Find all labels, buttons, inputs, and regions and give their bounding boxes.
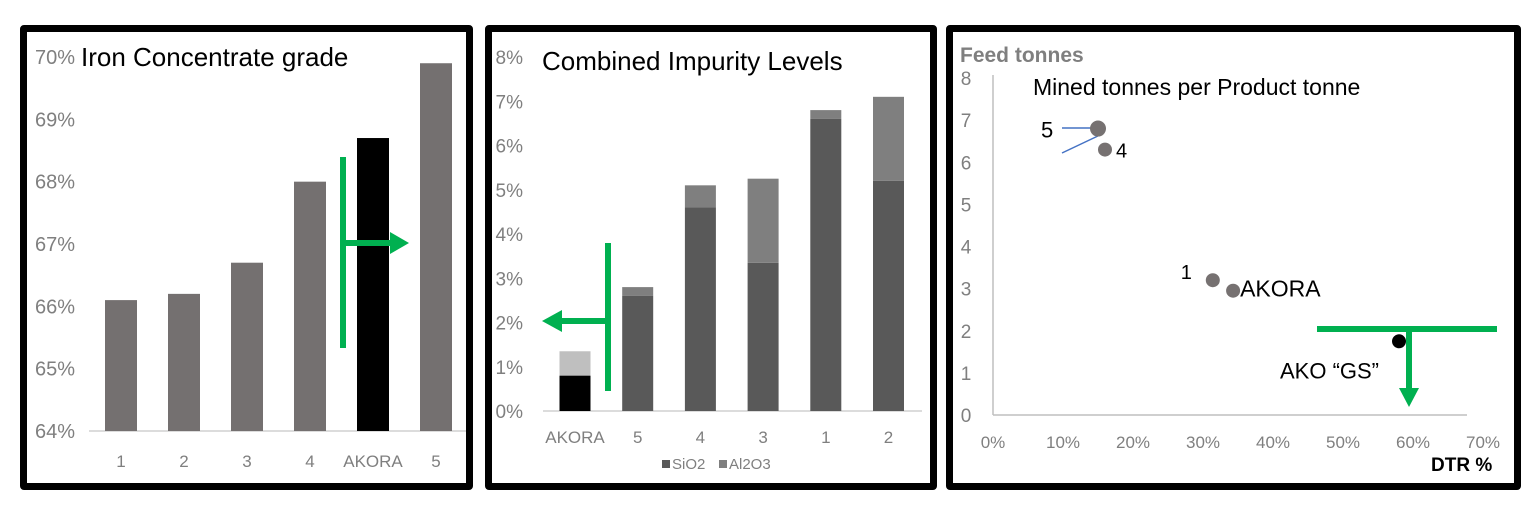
point-5	[1090, 120, 1106, 137]
point-ako-gs	[1392, 334, 1406, 349]
x-tick-label: 50%	[1326, 433, 1360, 452]
bar-4	[294, 181, 326, 431]
point-label: 4	[1116, 141, 1127, 163]
green-arrow-left-annotation	[542, 243, 611, 391]
point-1	[1205, 273, 1220, 288]
legend-swatch-al2o3	[719, 460, 727, 468]
y-tick-label: 2	[961, 322, 972, 343]
point-4	[1098, 142, 1112, 157]
chart-mined-tonnes-scatter: Feed tonnes 0 1 2 3 4 5 6 7 8 0% 10% 20% 30% 40% 50% 6…	[960, 44, 1500, 476]
bar-akora	[357, 138, 389, 432]
x-tick-label: 70%	[1466, 433, 1500, 452]
bar-al2o3-4	[684, 185, 716, 208]
bar-sio2-5	[622, 295, 654, 411]
green-arrow-right-annotation	[340, 157, 409, 348]
y-tick-label: 3%	[496, 269, 524, 290]
bar-sio2-2	[873, 180, 904, 411]
x-tick-label: 10%	[1046, 433, 1080, 452]
x-tick-label: 20%	[1116, 433, 1150, 452]
bar-sio2-3	[747, 262, 779, 411]
y-tick-label: 4%	[496, 225, 524, 246]
green-t-arrow-down-annotation	[1317, 326, 1497, 407]
legend-swatch-sio2	[662, 460, 670, 468]
x-tick-label: 4	[696, 428, 705, 447]
x-tick-label: 2	[884, 428, 893, 447]
x-tick-label: 3	[758, 428, 767, 447]
x-tick-label: 5	[431, 452, 440, 471]
y-tick-label: 5	[961, 195, 972, 216]
y-tick-label: 6%	[496, 137, 524, 158]
bar-al2o3-2	[873, 96, 904, 181]
y-tick-label: 68%	[35, 172, 75, 194]
bar-5	[420, 63, 452, 431]
y-tick-label: 1%	[496, 358, 524, 379]
bar-al2o3-5	[622, 287, 654, 296]
legend-label-sio2: SiO2	[672, 456, 705, 473]
chart-combined-impurity: 0% 1% 2% 3% 4% 5% 6% 7% 8% AKORA 5 4 3 1 2 Combined I…	[496, 46, 922, 473]
y-tick-label: 66%	[35, 296, 75, 318]
bar-2	[168, 293, 200, 431]
y-tick-label: 1	[961, 364, 972, 385]
x-tick-label: 30%	[1186, 433, 1220, 452]
y-axis-title: Feed tonnes	[960, 44, 1084, 67]
bar-1	[105, 300, 137, 431]
y-tick-label: 7	[961, 111, 972, 132]
legend-label-al2o3: Al2O3	[729, 456, 771, 473]
bar-sio2-4	[684, 207, 716, 411]
x-axis-title: DTR %	[1431, 455, 1492, 476]
point-label: AKO “GS”	[1280, 358, 1379, 383]
y-tick-label: 0%	[496, 402, 524, 423]
x-tick-label: 0%	[981, 433, 1006, 452]
y-tick-label: 5%	[496, 181, 524, 202]
point-label: AKORA	[1240, 276, 1321, 302]
point-label: 1	[1181, 262, 1192, 284]
bar-sio2-1	[810, 118, 842, 411]
point-label: 5	[1041, 118, 1053, 143]
y-tick-label: 67%	[35, 234, 75, 256]
bar-sio2-akora	[559, 375, 591, 411]
y-tick-label: 4	[961, 238, 972, 259]
x-tick-label: 1	[116, 452, 125, 471]
x-tick-label: 3	[242, 452, 251, 471]
y-tick-label: 2%	[496, 314, 524, 335]
bar-al2o3-1	[810, 110, 842, 119]
chart-title: Mined tonnes per Product tonne	[1033, 74, 1360, 100]
x-tick-label: 60%	[1396, 433, 1430, 452]
bar-3	[231, 262, 263, 431]
x-tick-label: AKORA	[343, 452, 403, 471]
chart-iron-concentrate-grade: 64% 65% 66% 67% 68% 69% 70% 1 2 3 4 AKORA 5 Iron Co…	[35, 42, 466, 471]
y-tick-label: 64%	[35, 421, 75, 443]
bar-al2o3-3	[747, 178, 779, 263]
y-tick-label: 69%	[35, 109, 75, 131]
x-tick-label: 5	[633, 428, 642, 447]
x-tick-label: AKORA	[545, 428, 605, 447]
x-tick-label: 1	[821, 428, 830, 447]
chart-title: Combined Impurity Levels	[542, 46, 843, 76]
y-tick-label: 70%	[35, 47, 75, 69]
y-tick-label: 8%	[496, 48, 524, 69]
leader-lines	[1061, 127, 1101, 154]
chart-title: Iron Concentrate grade	[81, 42, 348, 72]
legend: SiO2 Al2O3	[662, 456, 771, 473]
y-tick-label: 3	[961, 280, 972, 301]
y-tick-label: 0	[961, 406, 972, 427]
y-tick-label: 7%	[496, 92, 524, 113]
y-tick-label: 8	[961, 69, 972, 90]
y-tick-label: 65%	[35, 359, 75, 381]
point-akora	[1226, 283, 1241, 298]
chart-frame-mined-tonnes	[946, 25, 1521, 490]
x-tick-label: 2	[179, 452, 188, 471]
x-tick-label: 40%	[1256, 433, 1290, 452]
bar-al2o3-akora	[559, 351, 591, 376]
x-tick-label: 4	[305, 452, 314, 471]
y-tick-label: 6	[961, 153, 972, 174]
